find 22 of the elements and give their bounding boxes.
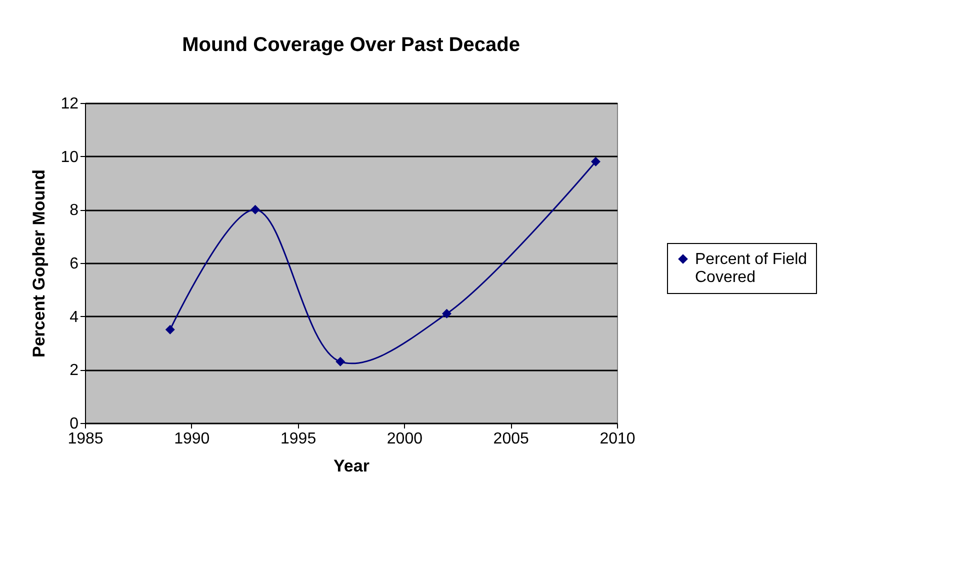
point bbox=[165, 324, 175, 334]
y-tick-label: 0 bbox=[70, 416, 79, 432]
x-tick-label: 1990 bbox=[174, 430, 210, 448]
y-tick-label: 2 bbox=[70, 362, 79, 380]
x-tick-label: 2010 bbox=[600, 430, 636, 448]
point bbox=[336, 356, 346, 366]
y-axis-title: Percent Gopher Mound bbox=[30, 170, 49, 358]
y-tick-label: 6 bbox=[70, 256, 79, 272]
y-tick-label: 8 bbox=[70, 202, 79, 220]
x-tick-label: 2000 bbox=[386, 430, 423, 448]
point bbox=[442, 308, 452, 318]
x-tick-label: 2005 bbox=[493, 430, 529, 448]
x-axis-title: Year bbox=[334, 456, 370, 476]
point bbox=[590, 156, 600, 166]
x-tick-label: 1985 bbox=[68, 430, 104, 448]
y-tick-label: 10 bbox=[60, 148, 79, 166]
legend-label: Percent of Field Covered bbox=[695, 251, 808, 286]
chart-title: Mound Coverage Over Past Decade bbox=[182, 34, 520, 56]
y-tick-label: 12 bbox=[60, 96, 79, 112]
x-tick-label: 1995 bbox=[280, 430, 316, 448]
point bbox=[250, 204, 260, 214]
y-tick-label: 4 bbox=[70, 308, 79, 326]
